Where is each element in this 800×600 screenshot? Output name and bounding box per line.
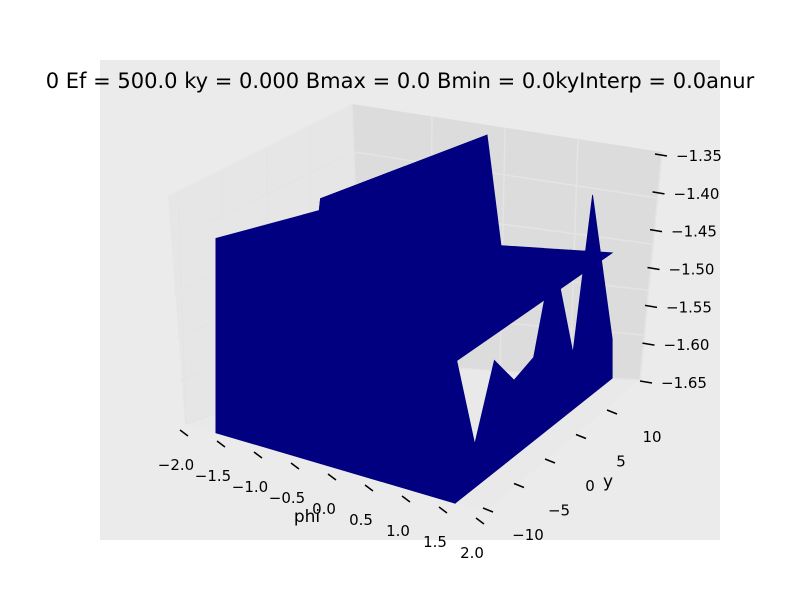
x-tick-mark	[364, 484, 374, 492]
y-tick-mark	[482, 507, 494, 513]
z-tick-mark	[639, 380, 653, 384]
surface	[215, 134, 614, 505]
x-tick-label: −1.5	[195, 467, 231, 485]
x-tick-mark	[253, 451, 263, 459]
z-tick-mark	[647, 266, 660, 271]
x-tick-label: 2.0	[460, 544, 484, 562]
surface-front	[215, 198, 456, 504]
y-tick-label: 0	[585, 477, 595, 495]
z-tick-label: −1.45	[671, 223, 717, 241]
y-tick-mark	[575, 433, 587, 440]
z-tick-mark	[652, 191, 665, 195]
y-tick-mark	[606, 409, 618, 415]
x-tick-mark	[290, 462, 300, 470]
surface-side	[454, 194, 613, 505]
z-tick-mark	[649, 228, 663, 233]
x-tick-label: 1.5	[423, 533, 447, 551]
x-axis-label: phi	[294, 507, 320, 527]
x-tick-mark	[327, 473, 337, 481]
x-tick-label: 1.0	[386, 522, 410, 540]
x-tick-mark	[179, 429, 189, 437]
y-tick-label: 10	[642, 428, 661, 446]
x-tick-mark	[475, 517, 485, 525]
x-tick-label: 0.0	[312, 500, 336, 518]
y-tick-label: 5	[616, 453, 626, 471]
z-tick-mark	[654, 153, 668, 157]
y-axis: −10−5 0 5 10	[482, 409, 662, 544]
z-tick-label: −1.65	[661, 374, 707, 392]
x-axis: −2.0−1.5−1.0−0.5 0.0 0.5 1.0 1.5 2.0	[158, 429, 485, 562]
y-tick-label: −5	[548, 502, 570, 520]
z-tick-label: −1.55	[666, 298, 712, 316]
y-axis-label: y	[603, 472, 613, 492]
z-tick-label: −1.35	[676, 147, 722, 165]
z-axis: −1.65 −1.60 −1.55 −1.50 −1.45 −1.40 −1.35	[639, 147, 722, 392]
chart-title: 0 Ef = 500.0 ky = 0.000 Bmax = 0.0 Bmin …	[46, 69, 755, 93]
x-tick-mark	[401, 495, 411, 503]
y-tick-label: −10	[512, 526, 544, 544]
z-tick-mark	[642, 342, 655, 346]
z-tick-mark	[644, 304, 658, 309]
y-tick-mark	[544, 458, 556, 464]
z-tick-label: −1.40	[674, 185, 720, 203]
z-tick-label: −1.60	[664, 336, 710, 354]
z-tick-label: −1.50	[669, 261, 715, 279]
y-tick-mark	[513, 482, 525, 489]
x-tick-label: −2.0	[158, 456, 194, 474]
x-tick-label: −0.5	[269, 489, 305, 507]
x-tick-mark	[216, 440, 226, 448]
x-tick-label: 0.5	[349, 511, 373, 529]
x-tick-mark	[438, 506, 448, 514]
x-tick-label: −1.0	[232, 478, 268, 496]
